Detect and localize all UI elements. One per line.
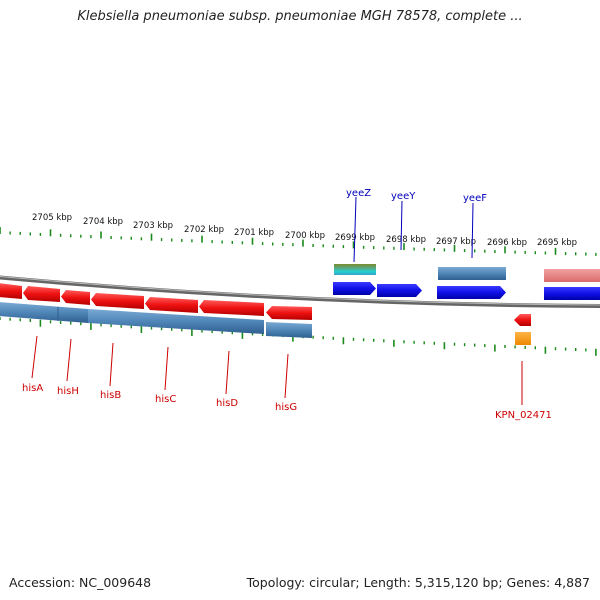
genome-summary-text: Topology: circular; Length: 5,315,120 bp…	[246, 575, 590, 590]
gene-label-hisb[interactable]: hisB	[100, 390, 121, 401]
forward-genes	[333, 282, 600, 300]
kbp-label: 2705 kbp	[32, 213, 72, 223]
gene-label-hisd[interactable]: hisD	[216, 398, 238, 409]
leader-line	[471, 202, 474, 259]
cds-bar[interactable]	[88, 309, 264, 334]
kbp-label: 2697 kbp	[436, 237, 476, 247]
gene-arrow-reverse[interactable]	[61, 290, 90, 305]
leader-line	[225, 350, 230, 395]
gene-label-hish[interactable]: hisH	[57, 386, 79, 397]
gene-labels-reverse: hisA hisH hisB hisC hisD hisG KPN_02471	[22, 383, 552, 421]
gene-label-hisg[interactable]: hisG	[275, 402, 297, 413]
gene-arrow-reverse[interactable]	[0, 283, 22, 299]
forward-track-bars	[334, 264, 600, 282]
accession-text: Accession: NC_009648	[9, 575, 152, 590]
gene-arrow-forward[interactable]	[333, 282, 376, 295]
gene-labels-forward: yeeZ yeeY yeeF	[346, 188, 487, 204]
cds-bar[interactable]	[438, 267, 506, 280]
leader-lines	[31, 196, 523, 405]
leader-line	[400, 200, 403, 251]
leader-line	[284, 353, 289, 399]
gene-label-hisa[interactable]: hisA	[22, 383, 43, 394]
kbp-label: 2704 kbp	[83, 217, 123, 227]
gene-arrow-reverse[interactable]	[266, 306, 312, 320]
genome-backbone	[0, 275, 600, 308]
reverse-track-bars	[0, 302, 531, 345]
tick-arc-bottom	[0, 317, 597, 356]
kbp-label: 2696 kbp	[487, 238, 527, 248]
kbp-labels: 2705 kbp 2704 kbp 2703 kbp 2702 kbp 2701…	[32, 213, 577, 248]
genome-backbone-highlight	[0, 275, 600, 306]
leader-line	[164, 346, 169, 391]
cds-bar[interactable]	[0, 302, 88, 323]
gene-arrow-reverse[interactable]	[23, 286, 60, 302]
leader-line	[353, 196, 357, 263]
cds-bar[interactable]	[515, 332, 531, 345]
kbp-label: 2700 kbp	[285, 231, 325, 241]
gene-label-yeey[interactable]: yeeY	[391, 191, 416, 202]
leader-line	[109, 342, 114, 387]
kbp-label: 2702 kbp	[184, 225, 224, 235]
gene-arrow-forward[interactable]	[544, 287, 600, 300]
leader-line	[31, 335, 38, 379]
gene-arrow-reverse[interactable]	[91, 293, 144, 309]
cds-bar[interactable]	[266, 322, 312, 338]
map-title: Klebsiella pneumoniae subsp. pneumoniae …	[77, 9, 523, 24]
kbp-label: 2695 kbp	[537, 238, 577, 248]
cds-bar[interactable]	[544, 269, 600, 282]
kbp-label: 2698 kbp	[386, 235, 426, 245]
kbp-label: 2703 kbp	[133, 221, 173, 231]
reverse-genes	[0, 283, 531, 326]
gene-label-yeef[interactable]: yeeF	[463, 193, 487, 204]
gene-arrow-reverse[interactable]	[145, 297, 198, 313]
gene-label-kpn-02471[interactable]: KPN_02471	[495, 410, 552, 421]
leader-line	[66, 338, 72, 382]
gene-arrow-forward[interactable]	[437, 286, 506, 299]
gene-arrow-forward[interactable]	[377, 284, 422, 297]
gene-arrow-reverse[interactable]	[514, 314, 531, 326]
gene-label-hisc[interactable]: hisC	[155, 394, 176, 405]
gene-label-yeez[interactable]: yeeZ	[346, 188, 371, 199]
kbp-label: 2701 kbp	[234, 228, 274, 238]
rna-feature[interactable]	[334, 264, 376, 275]
tick-arc-top	[0, 227, 597, 256]
gene-arrow-reverse[interactable]	[199, 300, 264, 316]
